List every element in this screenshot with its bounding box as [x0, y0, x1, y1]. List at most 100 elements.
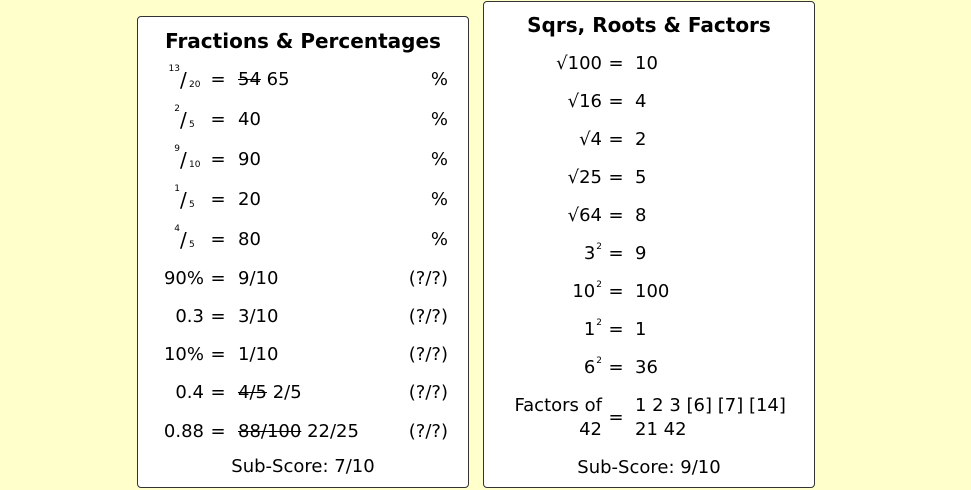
question: 102	[484, 277, 602, 307]
factors-number: 42	[579, 419, 602, 440]
equals-sign: =	[608, 129, 624, 150]
conversion-row: 0.88 = 88/100 22/25 (?/?)	[138, 417, 468, 447]
question: 0.4	[175, 382, 204, 403]
conversion-row: 90% = 9/10 (?/?)	[138, 264, 468, 294]
equals-sign: =	[608, 205, 624, 226]
root-row: √16 = 4	[484, 87, 814, 117]
question: √4	[579, 129, 602, 150]
factors-question: Factors of 42	[484, 394, 602, 442]
answer: 1	[635, 319, 647, 340]
fraction-question: 2/5	[138, 104, 204, 145]
answer: 90	[238, 149, 261, 170]
fraction-numerator: 13	[168, 64, 180, 74]
question: √64	[567, 205, 602, 226]
equals-sign: =	[608, 91, 624, 112]
struck-answer: 88/100	[238, 421, 302, 442]
fraction-question: 13/20	[168, 64, 201, 92]
fraction-denominator: 5	[189, 120, 195, 130]
question: 90%	[163, 268, 204, 289]
equals-sign: =	[608, 407, 624, 428]
factors-answer-line: 1 2 3 [6] [7] [14]	[635, 395, 786, 416]
equals-sign: =	[210, 109, 226, 130]
answer: 10	[635, 53, 658, 74]
answer: 20	[238, 189, 261, 210]
question: 0.3	[175, 306, 204, 327]
square-power: 2	[596, 356, 602, 366]
equals-sign: =	[210, 189, 226, 210]
equals-sign: =	[210, 69, 226, 90]
sub-score: Sub-Score: 9/10	[577, 457, 721, 478]
question: 0.88	[163, 421, 204, 442]
answer: 100	[635, 281, 670, 302]
fraction-row: 1/5 = 20 %	[138, 184, 468, 215]
fraction-denominator: 10	[189, 160, 201, 170]
factors-answer-line: 21 42	[635, 419, 687, 440]
answer: 8	[635, 205, 647, 226]
unit-label: %	[430, 69, 448, 90]
fraction-denominator: 5	[189, 200, 195, 210]
equals-sign: =	[210, 229, 226, 250]
answer: 36	[635, 357, 658, 378]
card-title: Sqrs, Roots & Factors	[527, 13, 771, 37]
question: 10%	[163, 344, 204, 365]
answer: 9	[635, 243, 647, 264]
square-base: 3	[583, 243, 596, 264]
fraction-row: 4/5 = 80 %	[138, 224, 468, 255]
square-power: 2	[596, 242, 602, 252]
conversion-row: 0.4 = 4/5 2/5 (?/?)	[138, 378, 468, 408]
sub-score: Sub-Score: 7/10	[231, 456, 375, 477]
answer: 3/10	[238, 306, 279, 327]
struck-answer: 54	[238, 69, 261, 90]
unit-label: %	[430, 229, 448, 250]
root-row: √4 = 2	[484, 125, 814, 155]
square-row: 32 = 9	[484, 239, 814, 269]
equals-sign: =	[210, 149, 226, 170]
unit-label: %	[430, 149, 448, 170]
answer: 40	[238, 109, 261, 130]
unit-label: (?/?)	[408, 382, 448, 403]
question: √100	[556, 53, 602, 74]
answer: 5	[635, 167, 647, 188]
fraction-numerator: 1	[174, 184, 180, 194]
unit-label: (?/?)	[408, 268, 448, 289]
square-power: 2	[596, 318, 602, 328]
equals-sign: =	[608, 281, 624, 302]
factors-answer: 1 2 3 [6] [7] [14] 21 42	[635, 394, 805, 442]
fraction-row: 9/10 = 90 %	[138, 144, 468, 175]
equals-sign: =	[608, 243, 624, 264]
factors-label-line: Factors of	[514, 395, 602, 416]
fraction-question: 4/5	[138, 224, 204, 265]
equals-sign: =	[608, 167, 624, 188]
factors-row: Factors of 42 = 1 2 3 [6] [7] [14] 21 42	[484, 394, 814, 444]
struck-answer: 4/5	[238, 382, 267, 403]
fraction-numerator: 9	[174, 144, 180, 154]
answer: 9/10	[238, 268, 279, 289]
equals-sign: =	[608, 357, 624, 378]
unit-label: (?/?)	[408, 344, 448, 365]
unit-label: (?/?)	[408, 306, 448, 327]
square-base: 10	[572, 281, 596, 302]
card-title: Fractions & Percentages	[165, 29, 441, 53]
square-row: 12 = 1	[484, 315, 814, 345]
equals-sign: =	[210, 268, 226, 289]
question: 62	[484, 353, 602, 383]
squares-roots-factors-card: Sqrs, Roots & Factors √100 = 10 √16 = 4 …	[483, 1, 815, 488]
equals-sign: =	[210, 344, 226, 365]
fraction-row: 2/5 = 40 %	[138, 104, 468, 135]
answer: 88/100 22/25	[238, 417, 359, 447]
corrected-answer: 65	[266, 69, 290, 90]
square-row: 102 = 100	[484, 277, 814, 307]
root-row: √100 = 10	[484, 49, 814, 79]
fraction-question: 9/10	[138, 144, 204, 185]
conversion-row: 10% = 1/10 (?/?)	[138, 340, 468, 370]
fraction-numerator: 4	[174, 224, 180, 234]
answer: 4/5 2/5	[238, 378, 302, 408]
answer: 2	[635, 129, 647, 150]
conversion-row: 0.3 = 3/10 (?/?)	[138, 302, 468, 332]
unit-label: (?/?)	[408, 421, 448, 442]
answer: 54 65	[238, 65, 290, 95]
answer: 80	[238, 229, 261, 250]
square-power: 2	[596, 280, 602, 290]
unit-label: %	[430, 109, 448, 130]
square-row: 62 = 36	[484, 353, 814, 383]
